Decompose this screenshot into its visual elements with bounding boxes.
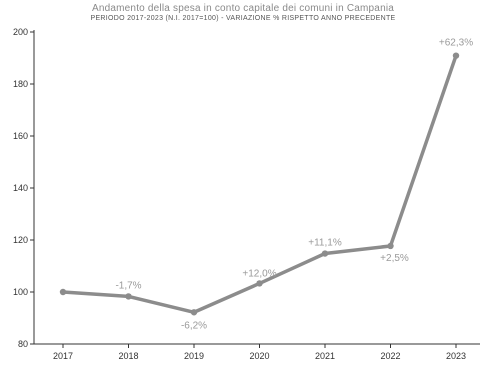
x-tick-label: 2023 — [446, 351, 466, 361]
x-tick-label: 2020 — [249, 351, 269, 361]
x-tick-label: 2022 — [380, 351, 400, 361]
data-label: +2,5% — [380, 253, 409, 264]
chart-subtitle: PERIODO 2017-2023 (N.I. 2017=100) - VARI… — [90, 15, 396, 22]
x-tick-label: 2019 — [184, 351, 204, 361]
data-point — [125, 293, 132, 300]
data-label: +62,3% — [439, 38, 473, 49]
y-tick-label: 180 — [13, 79, 28, 89]
data-point — [321, 250, 329, 257]
y-tick-label: 100 — [13, 287, 28, 297]
chart-title: Andamento della spesa in conto capitale … — [91, 3, 395, 14]
data-label: +11,1% — [308, 238, 342, 249]
data-label: -6,2% — [181, 320, 207, 331]
data-label: +12,0% — [242, 268, 276, 279]
y-tick-label: 80 — [18, 339, 28, 349]
y-tick-label: 120 — [13, 235, 28, 245]
y-tick-label: 140 — [13, 183, 28, 193]
data-point — [387, 242, 394, 250]
data-point — [256, 280, 263, 287]
x-tick-label: 2018 — [118, 351, 138, 361]
data-point — [190, 309, 198, 316]
data-point — [59, 288, 67, 296]
x-tick-label: 2017 — [53, 351, 73, 361]
y-tick-label: 200 — [13, 27, 28, 37]
data-point — [452, 52, 460, 59]
y-tick-label: 160 — [13, 131, 28, 141]
data-label: -1,7% — [115, 280, 141, 291]
x-tick-label: 2021 — [315, 351, 335, 361]
